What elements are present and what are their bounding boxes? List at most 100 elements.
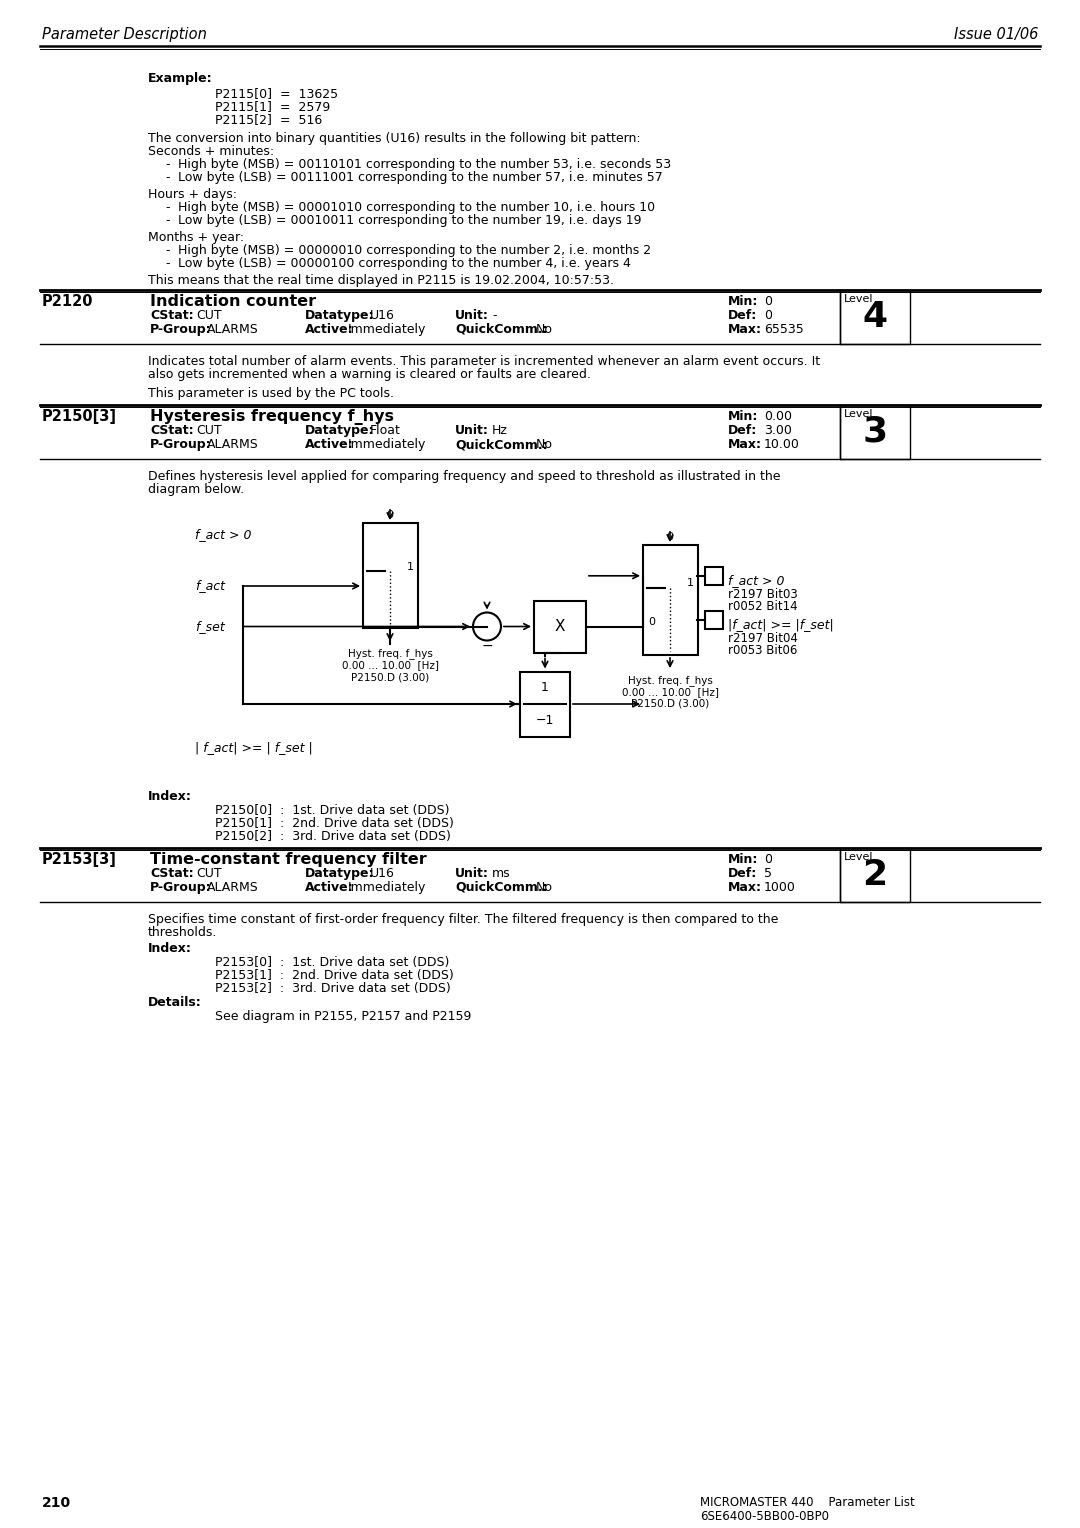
Text: Immediately: Immediately [348, 882, 427, 894]
Text: 4: 4 [863, 299, 888, 335]
Text: 1: 1 [687, 579, 694, 588]
Text: Max:: Max: [728, 322, 762, 336]
Text: Def:: Def: [728, 866, 757, 880]
Text: P2115[0]  =  13625: P2115[0] = 13625 [215, 87, 338, 99]
Text: Datatype:: Datatype: [305, 423, 375, 437]
Text: No: No [536, 882, 553, 894]
Text: 10.00: 10.00 [764, 439, 800, 451]
Text: f_act > 0: f_act > 0 [728, 575, 784, 587]
Text: See diagram in P2155, P2157 and P2159: See diagram in P2155, P2157 and P2159 [215, 1010, 471, 1024]
Text: P2115[2]  =  516: P2115[2] = 516 [215, 113, 322, 125]
Text: 0: 0 [666, 532, 674, 542]
Text: 5: 5 [764, 866, 772, 880]
Circle shape [473, 613, 501, 640]
Text: Unit:: Unit: [455, 866, 489, 880]
Text: 3: 3 [863, 416, 888, 449]
Text: 0.00 ... 10.00  [Hz]: 0.00 ... 10.00 [Hz] [341, 660, 438, 669]
Text: Hz: Hz [492, 423, 508, 437]
Text: Max:: Max: [728, 439, 762, 451]
Bar [519, 671, 570, 736]
Text: Min:: Min: [728, 295, 758, 309]
Bar [840, 290, 910, 344]
Text: -: - [165, 244, 170, 257]
Text: P2150[3]: P2150[3] [42, 410, 117, 423]
Text: CUT: CUT [195, 423, 221, 437]
Text: Time-constant frequency filter: Time-constant frequency filter [150, 853, 427, 866]
Bar [705, 611, 723, 630]
Text: −1: −1 [536, 714, 554, 727]
Text: No: No [536, 439, 553, 451]
Text: 0: 0 [764, 853, 772, 866]
Text: U16: U16 [370, 309, 395, 322]
Text: P2120: P2120 [42, 293, 94, 309]
Text: Low byte (LSB) = 00000100 corresponding to the number 4, i.e. years 4: Low byte (LSB) = 00000100 corresponding … [178, 257, 631, 270]
Text: Unit:: Unit: [455, 309, 489, 322]
Text: ms: ms [492, 866, 511, 880]
Text: -: - [165, 157, 170, 171]
Text: CStat:: CStat: [150, 866, 193, 880]
Text: Indication counter: Indication counter [150, 293, 316, 309]
Text: QuickComm.:: QuickComm.: [455, 439, 548, 451]
Text: Issue 01/06: Issue 01/06 [954, 26, 1038, 41]
Text: -: - [492, 309, 497, 322]
Text: P2150[1]  :  2nd. Drive data set (DDS): P2150[1] : 2nd. Drive data set (DDS) [215, 817, 454, 830]
Text: P2150.D (3.00): P2150.D (3.00) [351, 672, 429, 681]
Text: Index:: Index: [148, 941, 192, 955]
Text: 1: 1 [407, 562, 414, 571]
Text: ALARMS: ALARMS [207, 882, 259, 894]
Text: CUT: CUT [195, 866, 221, 880]
Text: CUT: CUT [195, 309, 221, 322]
Text: 0: 0 [648, 617, 654, 626]
Text: Active:: Active: [305, 439, 353, 451]
Text: 65535: 65535 [764, 322, 804, 336]
Text: Min:: Min: [728, 853, 758, 866]
Text: f_set: f_set [195, 620, 225, 633]
Text: diagram below.: diagram below. [148, 483, 244, 497]
Text: QuickComm.:: QuickComm.: [455, 882, 548, 894]
Text: U16: U16 [370, 866, 395, 880]
Text: Datatype:: Datatype: [305, 866, 375, 880]
Text: thresholds.: thresholds. [148, 926, 217, 940]
Text: | f_act| >= | f_set |: | f_act| >= | f_set | [195, 741, 313, 755]
Text: Seconds + minutes:: Seconds + minutes: [148, 145, 274, 157]
Text: ALARMS: ALARMS [207, 322, 259, 336]
Text: Specifies time constant of first-order frequency filter. The filtered frequency : Specifies time constant of first-order f… [148, 914, 779, 926]
Text: -: - [165, 214, 170, 228]
Text: P-Group:: P-Group: [150, 439, 212, 451]
Text: Max:: Max: [728, 882, 762, 894]
Bar [363, 523, 418, 628]
Text: Indicates total number of alarm events. This parameter is incremented whenever a: Indicates total number of alarm events. … [148, 354, 820, 368]
Text: Defines hysteresis level applied for comparing frequency and speed to threshold : Defines hysteresis level applied for com… [148, 471, 781, 483]
Text: -: - [165, 171, 170, 183]
Text: X: X [555, 619, 565, 634]
Text: r0052 Bit14: r0052 Bit14 [728, 601, 798, 613]
Bar [643, 545, 698, 656]
Text: High byte (MSB) = 00110101 corresponding to the number 53, i.e. seconds 53: High byte (MSB) = 00110101 corresponding… [178, 157, 671, 171]
Text: Min:: Min: [728, 410, 758, 423]
Text: 0.00 ... 10.00  [Hz]: 0.00 ... 10.00 [Hz] [621, 688, 718, 697]
Text: MICROMASTER 440    Parameter List: MICROMASTER 440 Parameter List [700, 1496, 915, 1510]
Text: |f_act| >= |f_set|: |f_act| >= |f_set| [728, 617, 834, 631]
Text: P2153[2]  :  3rd. Drive data set (DDS): P2153[2] : 3rd. Drive data set (DDS) [215, 983, 450, 995]
Text: Low byte (LSB) = 00111001 corresponding to the number 57, i.e. minutes 57: Low byte (LSB) = 00111001 corresponding … [178, 171, 663, 183]
Bar [705, 567, 723, 585]
Text: Low byte (LSB) = 00010011 corresponding to the number 19, i.e. days 19: Low byte (LSB) = 00010011 corresponding … [178, 214, 642, 228]
Text: Months + year:: Months + year: [148, 231, 244, 244]
Text: The conversion into binary quantities (U16) results in the following bit pattern: The conversion into binary quantities (U… [148, 131, 640, 145]
Text: High byte (MSB) = 00001010 corresponding to the number 10, i.e. hours 10: High byte (MSB) = 00001010 corresponding… [178, 202, 656, 214]
Text: Hyst. freq. f_hys: Hyst. freq. f_hys [627, 675, 713, 686]
Text: 3.00: 3.00 [764, 423, 792, 437]
Text: P2150[0]  :  1st. Drive data set (DDS): P2150[0] : 1st. Drive data set (DDS) [215, 804, 449, 817]
Text: Hyst. freq. f_hys: Hyst. freq. f_hys [348, 648, 432, 659]
Text: Immediately: Immediately [348, 322, 427, 336]
Text: P2150.D (3.00): P2150.D (3.00) [631, 698, 710, 709]
Text: Active:: Active: [305, 322, 353, 336]
Text: This means that the real time displayed in P2115 is 19.02.2004, 10:57:53.: This means that the real time displayed … [148, 274, 615, 287]
Text: Level: Level [843, 853, 874, 862]
Text: Immediately: Immediately [348, 439, 427, 451]
Text: P-Group:: P-Group: [150, 882, 212, 894]
Text: ALARMS: ALARMS [207, 439, 259, 451]
Text: Example:: Example: [148, 72, 213, 86]
Text: 0: 0 [764, 295, 772, 309]
Text: CStat:: CStat: [150, 309, 193, 322]
